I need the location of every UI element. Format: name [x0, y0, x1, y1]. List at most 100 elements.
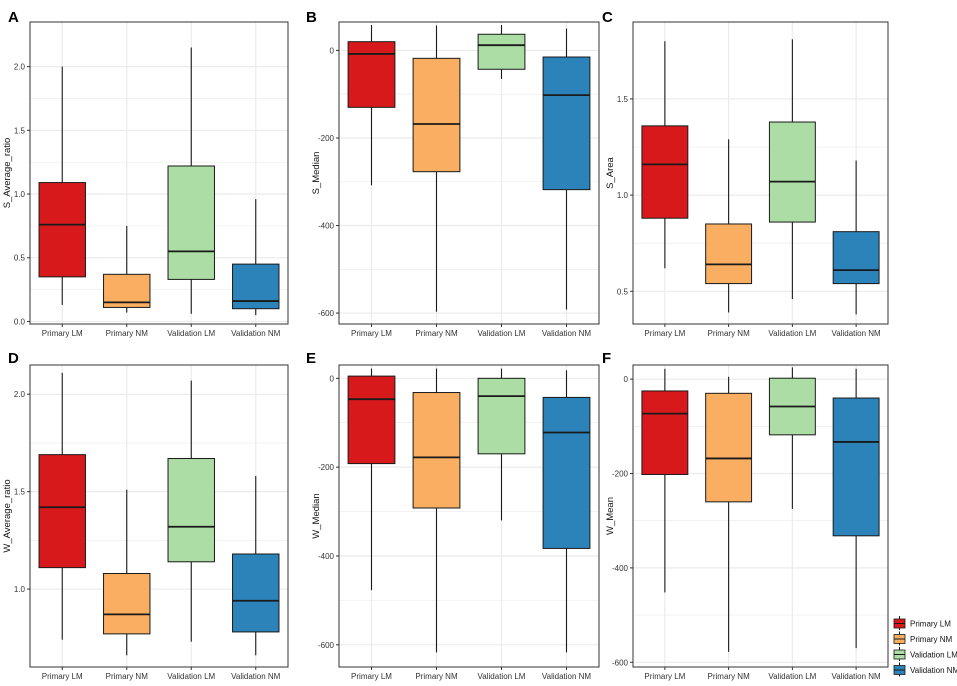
box-c-1 [641, 41, 689, 269]
legend-key-4 [893, 662, 906, 677]
panel-frame [338, 364, 600, 668]
x-tick-label: Primary LM [644, 672, 685, 681]
x-tick-label: Primary NM [106, 672, 149, 681]
box-c-2 [705, 139, 753, 313]
box-a-3 [167, 47, 215, 314]
box-f-3 [768, 367, 816, 509]
box-d-2 [103, 489, 151, 656]
y-tick-label: 0 [330, 46, 335, 55]
legend-label: Primary NM [910, 635, 953, 644]
box-f-4 [832, 368, 880, 649]
box-e-2 [412, 368, 461, 653]
box-rect [347, 41, 396, 108]
y-axis-title: S_Average_ratio [2, 138, 13, 209]
x-tick-label: Primary LM [42, 672, 83, 681]
y-tick-label: 1.0 [617, 191, 629, 200]
x-tick-label: Validation LM [167, 329, 215, 338]
y-axis-title: S_Median [311, 152, 322, 195]
x-tick-label: Validation LM [478, 329, 526, 338]
panel-letter: C [602, 9, 613, 26]
y-axis-title: S_Area [605, 156, 616, 188]
panel-c: 0.5 1.0 1.5 Primary LM Primary NM Validation … [602, 9, 889, 338]
box-c-4 [832, 160, 880, 315]
box-rect [641, 125, 689, 219]
box-a-2 [103, 225, 151, 313]
y-tick-label: -600 [318, 309, 335, 318]
x-tick-label: Primary LM [42, 329, 83, 338]
panel-e: -600 -400 -200 0 Primary LM Primary NM Validat… [306, 350, 600, 681]
y-tick-label: 1.5 [14, 126, 26, 135]
box-d-3 [167, 380, 215, 642]
box-rect [832, 397, 880, 537]
y-tick-label: 1.0 [14, 190, 26, 199]
box-b-4 [542, 28, 591, 310]
legend-label: Validation LM [910, 651, 957, 660]
box-rect [38, 182, 86, 278]
x-tick-label: Primary NM [708, 672, 751, 681]
legend-key-2 [893, 631, 906, 646]
box-e-1 [347, 368, 396, 591]
y-tick-label: 1.5 [617, 95, 629, 104]
x-tick-label: Validation NM [542, 672, 592, 681]
y-tick-label: -400 [318, 222, 335, 231]
panel-frame [632, 21, 889, 325]
box-f-1 [641, 368, 689, 593]
panel-frame [338, 21, 600, 325]
panel-letter: B [306, 9, 317, 26]
panel-f: -600 -400 -200 0 Primary LM Primary NM Validat… [602, 350, 889, 681]
box-rect [705, 223, 753, 285]
y-tick-label: 0.5 [14, 254, 26, 263]
panel-letter: E [306, 350, 316, 367]
box-e-3 [477, 368, 526, 521]
panel-frame [29, 364, 289, 668]
x-tick-label: Validation NM [832, 329, 882, 338]
box-b-3 [477, 25, 526, 79]
box-rect [832, 231, 880, 285]
legend: Primary LM Primary NM Validation LM Validat… [893, 616, 957, 677]
legend-label: Primary LM [910, 620, 951, 629]
y-tick-label: -400 [318, 552, 335, 561]
box-rect [38, 454, 86, 569]
legend-key-1 [893, 616, 906, 630]
box-rect [412, 57, 461, 173]
box-rect [347, 375, 396, 465]
box-rect [412, 392, 461, 509]
x-tick-label: Primary NM [415, 672, 458, 681]
y-tick-label: -200 [318, 134, 335, 143]
x-tick-label: Primary LM [351, 329, 392, 338]
box-a-1 [38, 66, 86, 305]
y-tick-label: -400 [612, 564, 629, 573]
panel-a: 0.0 0.5 1.0 1.5 2.0 Primary LM Primary NM Valid… [2, 9, 289, 338]
box-b-2 [412, 25, 461, 312]
y-tick-label: -600 [318, 641, 335, 650]
x-tick-label: Validation NM [832, 672, 882, 681]
x-tick-label: Validation LM [768, 672, 816, 681]
y-axis-title: W_Mean [605, 497, 616, 535]
x-tick-label: Primary NM [106, 329, 149, 338]
x-tick-label: Validation NM [231, 672, 281, 681]
x-tick-label: Validation NM [542, 329, 592, 338]
panel-letter: F [602, 350, 611, 367]
box-rect [705, 392, 753, 503]
box-rect [232, 263, 280, 310]
panel-frame [29, 21, 289, 325]
box-d-1 [38, 372, 86, 640]
x-tick-label: Validation NM [231, 329, 281, 338]
y-tick-label: 1.0 [14, 585, 26, 594]
box-rect [641, 390, 689, 475]
box-e-4 [542, 370, 591, 653]
y-axis-title: W_Median [311, 493, 322, 538]
panel-letter: A [8, 9, 19, 26]
legend-key-3 [893, 647, 906, 661]
x-tick-label: Primary LM [351, 672, 392, 681]
panel-d: 1.0 1.5 2.0 Primary LM Primary NM Validation … [2, 350, 289, 681]
box-c-3 [768, 39, 816, 299]
panel-frame [632, 364, 889, 668]
box-rect [542, 396, 591, 549]
box-rect [232, 553, 280, 633]
y-tick-label: 0.0 [14, 317, 26, 326]
x-tick-label: Primary LM [644, 329, 685, 338]
y-tick-label: -200 [318, 463, 335, 472]
